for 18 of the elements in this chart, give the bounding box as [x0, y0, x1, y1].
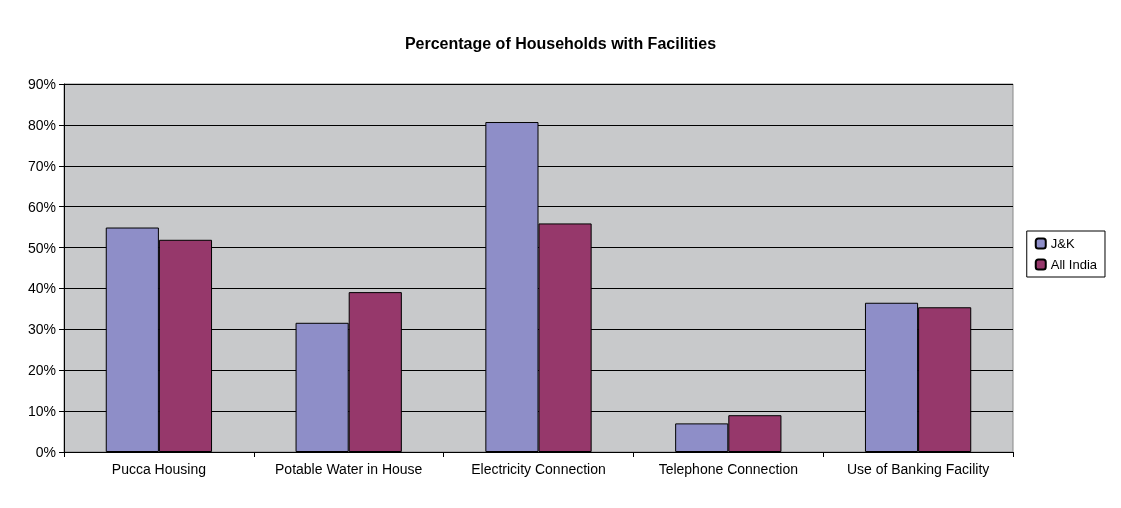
x-tick-label: Telephone Connection	[658, 460, 798, 477]
y-tick-label: 10%	[27, 403, 56, 420]
y-tick-label: 20%	[27, 362, 56, 379]
y-tick-label: 50%	[27, 239, 56, 256]
y-tick-label: 40%	[27, 280, 56, 297]
y-tick-label: 80%	[27, 116, 56, 133]
x-tick-label: Electricity Connection	[471, 460, 606, 477]
x-tick-label: Potable Water in House	[275, 460, 423, 477]
x-tick-label: Pucca Housing	[111, 460, 206, 477]
legend-label: J&K	[1050, 236, 1075, 251]
y-tick-label: 90%	[27, 76, 56, 92]
y-tick-label: 0%	[35, 444, 56, 460]
legend-label: All India	[1050, 257, 1098, 272]
y-tick-label: 70%	[27, 157, 56, 174]
chart-title: Percentage of Households with Facilities	[404, 34, 717, 52]
y-tick-label: 60%	[27, 198, 56, 215]
y-tick-label: 30%	[27, 321, 56, 338]
x-tick-label: Use of Banking Facility	[846, 460, 990, 477]
